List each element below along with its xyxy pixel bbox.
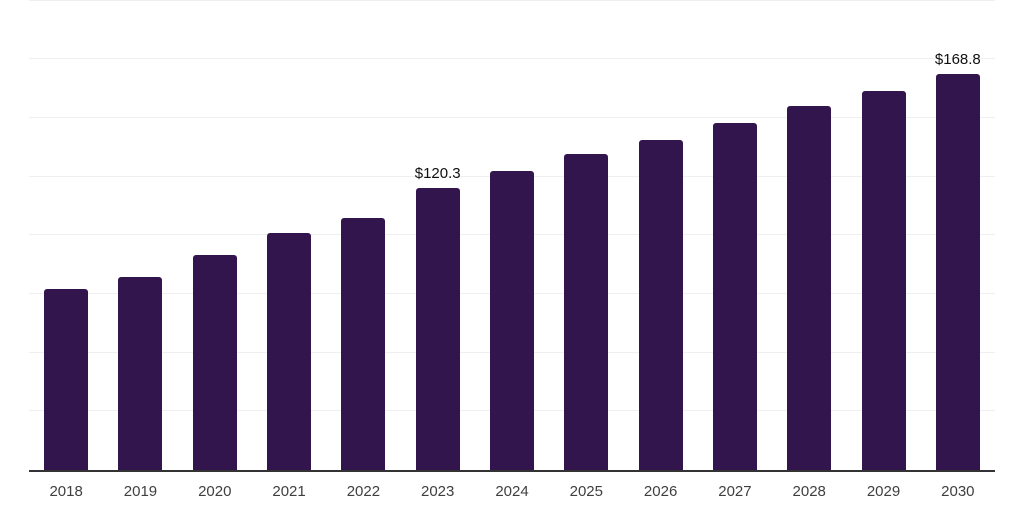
x-tick-label-2023: 2023	[421, 483, 455, 500]
bar-2019	[118, 277, 163, 470]
data-label-2023: $120.3	[414, 164, 461, 182]
bar-2029	[861, 90, 906, 470]
x-tick-label-2025: 2025	[569, 483, 603, 500]
x-tick-label-2026: 2026	[643, 483, 678, 500]
x-tick-label-2022: 2022	[346, 483, 381, 500]
bar-2020	[192, 254, 237, 470]
bar-2028	[787, 105, 832, 470]
bar-2021	[267, 232, 312, 470]
gridline	[29, 0, 995, 1]
plot-area: $120.3 $168.8	[29, 0, 995, 472]
x-tick-label-2020: 2020	[198, 483, 232, 500]
bar-2025	[564, 154, 609, 470]
bar-2022	[341, 218, 386, 470]
bar-2024	[490, 171, 534, 470]
x-tick-label-2028: 2028	[792, 483, 826, 500]
x-tick-label-2019: 2019	[123, 483, 158, 500]
x-tick-label-2021: 2021	[272, 483, 306, 500]
bar-2023	[415, 187, 460, 470]
x-tick-label-2024: 2024	[495, 483, 529, 500]
bar-2026	[638, 140, 683, 470]
gridline	[29, 117, 995, 119]
x-tick-label-2027: 2027	[718, 483, 752, 500]
bar-2027	[712, 123, 757, 470]
bar-2030	[935, 73, 980, 470]
x-axis: 2018 2019 2020 2021 2022 2023 2024 2025 2026 2027…	[0, 483, 1024, 503]
gridline	[29, 58, 995, 60]
x-tick-label-2029: 2029	[866, 483, 901, 500]
bar-2018	[44, 288, 89, 470]
x-tick-label-2030: 2030	[941, 483, 975, 500]
x-tick-label-2018: 2018	[49, 483, 83, 500]
data-label-2030: $168.8	[934, 50, 981, 68]
